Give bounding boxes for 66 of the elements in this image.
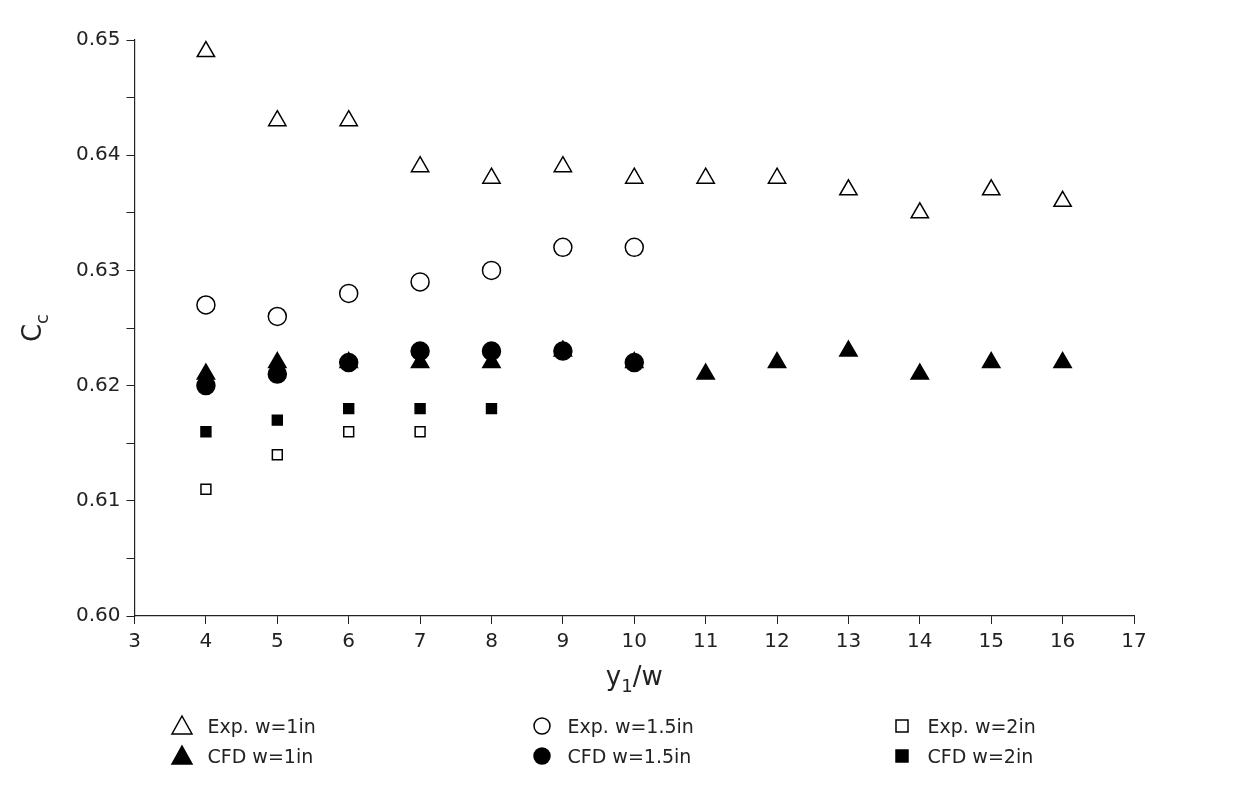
- point: [481, 260, 502, 281]
- point: [200, 425, 212, 438]
- point: [981, 351, 1001, 369]
- x-tick-label: 11: [692, 628, 719, 653]
- point: [696, 167, 716, 184]
- x-tick-label: 6: [342, 628, 356, 653]
- y-tick-label: 0.63: [76, 256, 121, 281]
- point: [839, 340, 858, 357]
- point: [910, 363, 930, 380]
- x-tick-label: 14: [907, 628, 933, 653]
- point: [414, 402, 426, 415]
- legend-label: CFD w=1.5in: [567, 745, 692, 767]
- x-tick-label: 13: [835, 628, 862, 653]
- y-axis-title: Cc: [17, 313, 53, 343]
- x-tick-label: 12: [764, 628, 790, 653]
- point: [196, 363, 216, 380]
- point: [910, 202, 930, 219]
- point: [343, 402, 355, 415]
- y-tick-label: 0.65: [76, 26, 121, 51]
- x-tick-label: 10: [621, 628, 647, 653]
- y-tick-label: 0.61: [76, 487, 121, 511]
- point: [267, 109, 287, 127]
- legend-label: Exp. w=1in: [207, 715, 316, 737]
- point: [553, 155, 573, 173]
- x-tick-label: 16: [1049, 628, 1076, 653]
- point: [343, 425, 355, 438]
- point: [981, 179, 1001, 196]
- point: [339, 109, 359, 127]
- legend-label: CFD w=2in: [927, 745, 1034, 767]
- legend-label: Exp. w=1.5in: [567, 715, 694, 737]
- x-tick-label: 7: [413, 628, 427, 653]
- legend-label: Exp. w=2in: [927, 715, 1036, 737]
- point: [767, 167, 787, 184]
- x-tick-label: 9: [556, 628, 570, 653]
- point: [414, 425, 426, 438]
- x-tick-label: 8: [485, 628, 498, 653]
- point: [271, 414, 284, 426]
- point: [624, 167, 644, 184]
- point: [196, 295, 216, 315]
- point: [410, 155, 430, 173]
- point: [482, 167, 501, 184]
- point: [267, 351, 287, 369]
- legend-label: CFD w=1in: [207, 745, 314, 767]
- point: [839, 179, 858, 196]
- x-tick-label: 5: [270, 628, 284, 653]
- point: [271, 449, 284, 461]
- point: [553, 237, 573, 258]
- point: [338, 283, 359, 304]
- point: [410, 272, 430, 292]
- point: [767, 351, 787, 369]
- point: [553, 340, 573, 357]
- point: [200, 483, 212, 495]
- x-tick-label: 3: [128, 628, 141, 653]
- y-tick-label: 0.60: [76, 602, 121, 627]
- point: [1053, 351, 1073, 369]
- x-tick-label: 17: [1121, 628, 1147, 653]
- x-tick-label: 4: [199, 628, 213, 653]
- point: [696, 363, 716, 380]
- point: [1053, 190, 1073, 208]
- point: [624, 237, 645, 258]
- point: [267, 306, 288, 327]
- y-tick-label: 0.62: [76, 371, 121, 396]
- x-tick-label: 15: [978, 628, 1004, 653]
- point: [485, 402, 498, 415]
- point: [196, 40, 216, 58]
- y-tick-label: 0.64: [76, 141, 121, 166]
